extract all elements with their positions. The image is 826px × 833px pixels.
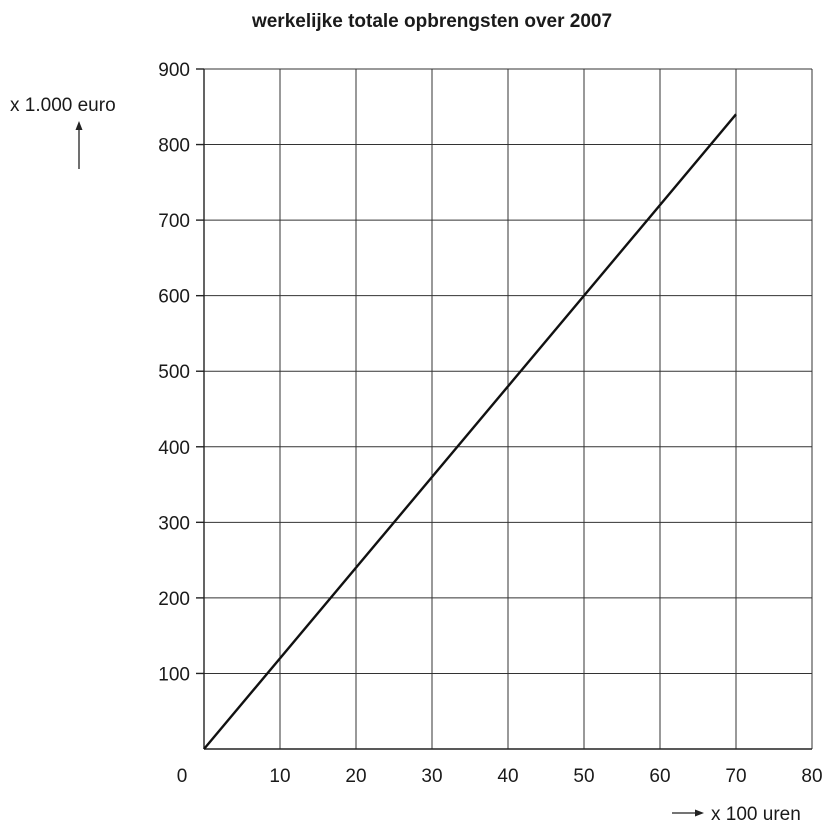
axes [196, 68, 812, 750]
x-tick-label: 10 [269, 766, 290, 787]
y-tick-label: 600 [158, 287, 190, 308]
y-tick-label: 200 [158, 589, 190, 610]
x-tick-label: 60 [649, 766, 670, 787]
x-tick-label: 50 [573, 766, 594, 787]
y-tick-label: 100 [158, 664, 190, 685]
x-axis-label: x 100 uren [711, 804, 801, 825]
x-axis-arrow-head [695, 809, 704, 817]
chart-title: werkelijke totale opbrengsten over 2007 [251, 11, 612, 32]
x-tick-label: 0 [177, 766, 188, 787]
tick-labels: 0 10 20 30 40 50 60 70 80 100 200 300 400 500 600 700 80… [158, 60, 822, 787]
y-tick-label: 500 [158, 362, 190, 383]
y-tick-label: 400 [158, 438, 190, 459]
y-axis-label-group: x 1.000 euro [10, 95, 116, 169]
y-tick-label: 700 [158, 211, 190, 232]
x-tick-label: 80 [801, 766, 822, 787]
x-tick-label: 30 [421, 766, 442, 787]
series [203, 113, 737, 750]
x-tick-label: 40 [497, 766, 518, 787]
y-tick-label: 900 [158, 60, 190, 81]
grid [204, 68, 813, 749]
y-axis-label: x 1.000 euro [10, 95, 116, 116]
x-tick-label: 20 [345, 766, 366, 787]
y-tick-label: 300 [158, 513, 190, 534]
x-tick-label: 70 [725, 766, 746, 787]
y-axis-arrow-head [75, 121, 83, 130]
y-tick-label: 800 [158, 136, 190, 157]
x-axis-label-group: x 100 uren [672, 804, 801, 825]
series-line [203, 113, 737, 750]
